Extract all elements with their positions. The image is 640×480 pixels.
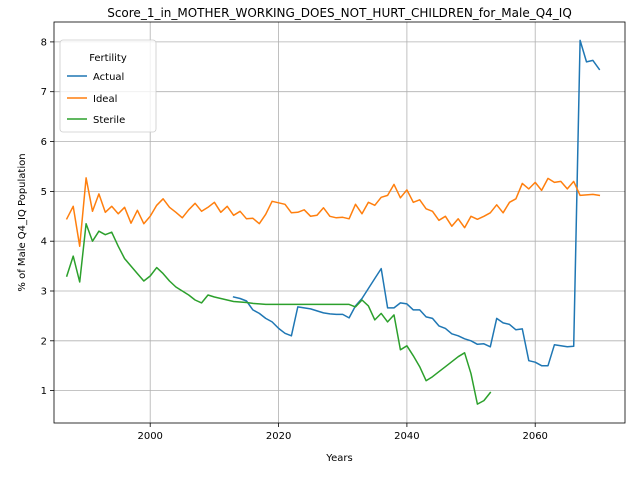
series-lines — [65, 39, 601, 405]
x-axis-ticks: 2000 2020 2040 2060 — [137, 423, 548, 442]
y-tick-label: 8 — [41, 37, 47, 48]
y-tick-label: 6 — [41, 137, 47, 148]
axes-frame — [53, 21, 626, 424]
y-axis-ticks: 1 2 3 4 5 6 7 8 — [41, 37, 54, 397]
y-axis-label: % of Male Q4_IQ Population — [17, 153, 28, 291]
legend-label-sterile: Sterile — [93, 115, 125, 126]
legend-label-actual: Actual — [93, 72, 124, 83]
legend-label-ideal: Ideal — [93, 94, 117, 105]
chart-title: Score_1_in_MOTHER_WORKING_DOES_NOT_HURT_… — [107, 6, 572, 20]
legend: Fertility Actual Ideal Sterile — [59, 39, 157, 133]
x-tick-label: 2000 — [137, 431, 162, 442]
x-tick-label: 2040 — [394, 431, 419, 442]
legend-title: Fertility — [89, 53, 127, 64]
y-tick-label: 3 — [41, 287, 47, 298]
x-tick-label: 2020 — [266, 431, 291, 442]
x-tick-label: 2060 — [522, 431, 547, 442]
y-tick-label: 2 — [41, 336, 47, 347]
y-tick-label: 5 — [41, 187, 47, 198]
series-line-sterile — [65, 222, 492, 405]
y-tick-label: 4 — [41, 237, 47, 248]
series-line-actual — [232, 39, 601, 367]
legend-box — [59, 39, 157, 133]
series-line-ideal — [65, 177, 601, 247]
y-tick-label: 1 — [41, 386, 47, 397]
y-tick-label: 7 — [41, 87, 47, 98]
x-axis-label: Years — [325, 453, 352, 464]
